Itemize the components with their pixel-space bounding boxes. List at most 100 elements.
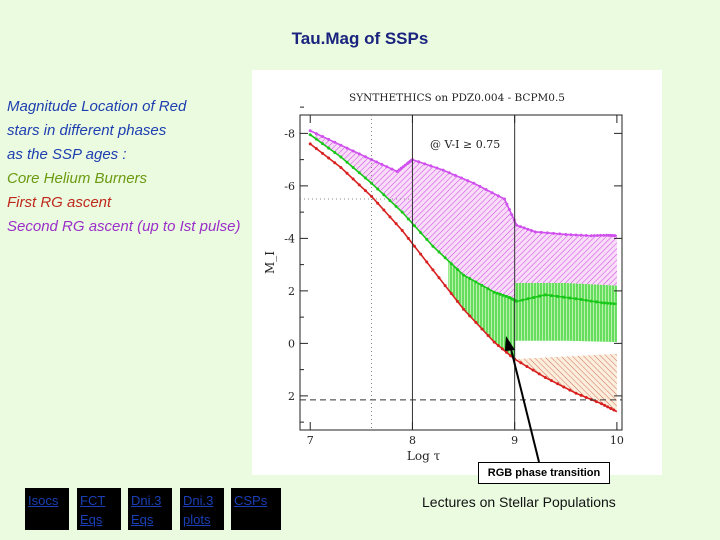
data-point (480, 327, 484, 331)
data-point (472, 181, 476, 185)
data-point (574, 297, 578, 301)
data-point (612, 302, 616, 306)
data-point (339, 143, 343, 147)
data-point (486, 334, 490, 337)
nav-button-dni3-eqs[interactable]: Dni.3 Eqs (128, 488, 172, 530)
y-tick-label: -4 (284, 232, 295, 245)
data-point (594, 300, 598, 304)
data-point (357, 152, 361, 156)
data-point (397, 168, 401, 172)
data-point (345, 160, 349, 164)
data-point (603, 301, 607, 305)
data-point (545, 231, 549, 235)
data-point (525, 364, 529, 368)
band-core-helium-old (514, 283, 617, 343)
data-point (509, 354, 513, 358)
data-point (419, 252, 423, 256)
intro-text: Magnitude Location of Red stars in diffe… (7, 95, 252, 167)
nav-button-csps[interactable]: CSPs (231, 488, 281, 530)
data-point (574, 391, 578, 395)
data-point (351, 149, 355, 153)
data-point (496, 194, 500, 198)
data-point (308, 129, 312, 133)
data-point (600, 402, 604, 406)
x-tick-label: 9 (511, 434, 518, 447)
data-point (412, 224, 416, 228)
data-point (562, 295, 566, 299)
data-point (382, 208, 386, 212)
data-point (584, 298, 588, 302)
data-point (441, 168, 445, 172)
data-point (484, 188, 488, 192)
data-point (394, 222, 398, 226)
data-point (502, 197, 506, 201)
data-point (539, 230, 543, 234)
x-tick-label: 7 (307, 434, 314, 447)
data-point (495, 291, 499, 295)
data-point (552, 231, 556, 235)
data-point (574, 233, 578, 237)
data-point (429, 164, 433, 168)
data-point (320, 151, 324, 155)
intro-line: as the SSP ages : (7, 146, 127, 163)
data-point (327, 137, 331, 141)
data-point (504, 350, 508, 354)
data-point (549, 379, 553, 383)
data-point (568, 388, 572, 392)
data-point (518, 225, 522, 229)
data-point (390, 167, 394, 171)
data-point (468, 314, 472, 318)
data-point (533, 230, 537, 234)
data-point (556, 294, 560, 298)
data-point (437, 250, 441, 254)
data-point (388, 215, 392, 219)
data-point (412, 244, 416, 248)
data-point (449, 262, 453, 266)
data-point (519, 361, 523, 365)
data-point (589, 299, 593, 303)
data-point (492, 290, 496, 294)
data-point (425, 260, 429, 264)
y-axis-label: M_I (263, 251, 277, 274)
chart-panel: SYNTHETHICS on PDZ0.004 - BCPM0.5 @ V-I … (252, 70, 662, 475)
data-point (592, 234, 596, 238)
data-point (468, 277, 472, 281)
data-point (351, 166, 355, 169)
data-point (584, 395, 588, 399)
data-point (600, 301, 604, 305)
nav-button-isocs[interactable]: Isocs (25, 488, 69, 530)
data-point (308, 142, 312, 146)
data-point (449, 292, 453, 295)
data-point (606, 405, 610, 409)
data-point (443, 284, 447, 288)
data-point (531, 368, 535, 372)
data-point (537, 372, 541, 376)
data-point (425, 237, 429, 241)
data-point (522, 226, 526, 230)
nav-button-fct-eqs[interactable]: FCT Eqs (77, 488, 121, 530)
data-point (394, 204, 398, 208)
data-point (460, 176, 464, 180)
data-point (579, 233, 583, 237)
nav-button-dni3-plots[interactable]: Dni.3 plots (180, 488, 224, 530)
data-point (549, 294, 553, 298)
data-point (486, 287, 490, 291)
data-point (375, 160, 379, 164)
legend-first-rg: First RG ascent (7, 194, 112, 211)
rgb-transition-callout: RGB phase transition (478, 462, 610, 484)
data-point (594, 400, 598, 404)
data-point (589, 234, 593, 238)
data-point (345, 171, 349, 175)
data-point (568, 296, 572, 300)
data-point (609, 301, 613, 305)
data-point (455, 267, 459, 271)
y-tick-label: -6 (284, 180, 295, 193)
data-point (595, 234, 599, 238)
data-point (435, 166, 439, 170)
data-point (308, 133, 312, 137)
data-point (612, 408, 616, 412)
intro-line: stars in different phases (7, 122, 167, 139)
data-point (455, 299, 459, 303)
data-point (603, 403, 607, 407)
y-tick-label: 2 (288, 285, 295, 298)
